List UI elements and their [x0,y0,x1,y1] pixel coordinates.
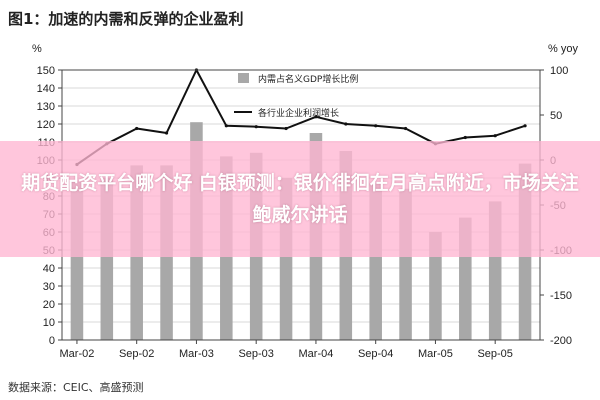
line-point [314,115,318,119]
line-point [403,126,408,131]
x-tick-label: Mar-04 [299,348,334,360]
left-tick-label: 10 [43,317,55,329]
left-tick-label: 40 [43,263,55,275]
x-tick-label: Sep-04 [358,348,393,360]
line-point [344,122,348,126]
x-tick-label: Mar-02 [60,348,95,360]
line-point [523,124,527,128]
line-point [135,126,139,131]
right-tick-label: -150 [550,290,572,302]
right-tick-label: 50 [550,110,562,122]
line-point [164,131,169,135]
left-tick-label: 130 [37,101,55,113]
line-point [463,135,467,140]
x-tick-label: Sep-02 [119,348,154,360]
right-tick-label: -200 [550,335,572,347]
x-tick-label: Sep-03 [238,348,273,360]
legend-swatch-bar [238,73,249,83]
left-tick-label: 0 [49,335,55,347]
source-note: 数据来源：CEIC、高盛预测 [8,381,144,394]
headline-text[interactable]: 期货配资平台哪个好 白银预测：银价徘徊在月高点附近，市场关注鲍威尔讲话 [21,172,579,226]
bar [429,232,442,340]
legend-label-bar: 内需占名义GDP增长比例 [258,73,358,85]
left-tick-label: 20 [43,299,55,311]
left-tick-label: 30 [43,281,55,293]
legend-label-line: 各行业企业利润增长 [258,107,339,119]
right-tick-label: 100 [550,65,568,77]
right-axis-unit: % yoy [548,43,578,55]
left-axis-unit: % [32,43,42,55]
x-tick-label: Mar-03 [179,348,214,360]
line-point [284,126,288,131]
profit-growth-line [76,69,526,166]
left-tick-label: 150 [37,65,55,77]
line-point [374,124,378,128]
x-tick-label: Sep-05 [477,348,512,360]
left-tick-label: 140 [37,83,55,95]
axes: 0102030405060708090100110120130140150-20… [37,65,572,360]
headline-banner[interactable]: 期货配资平台哪个好 白银预测：银价徘徊在月高点附近，市场关注鲍威尔讲话 [0,141,600,257]
line-point [493,134,497,138]
line-point [254,125,258,129]
left-tick-label: 120 [37,119,55,131]
line-point [224,124,228,128]
figure-title: 图1：加速的内需和反弹的企业盈利 [8,10,244,28]
x-tick-label: Mar-05 [418,348,453,360]
